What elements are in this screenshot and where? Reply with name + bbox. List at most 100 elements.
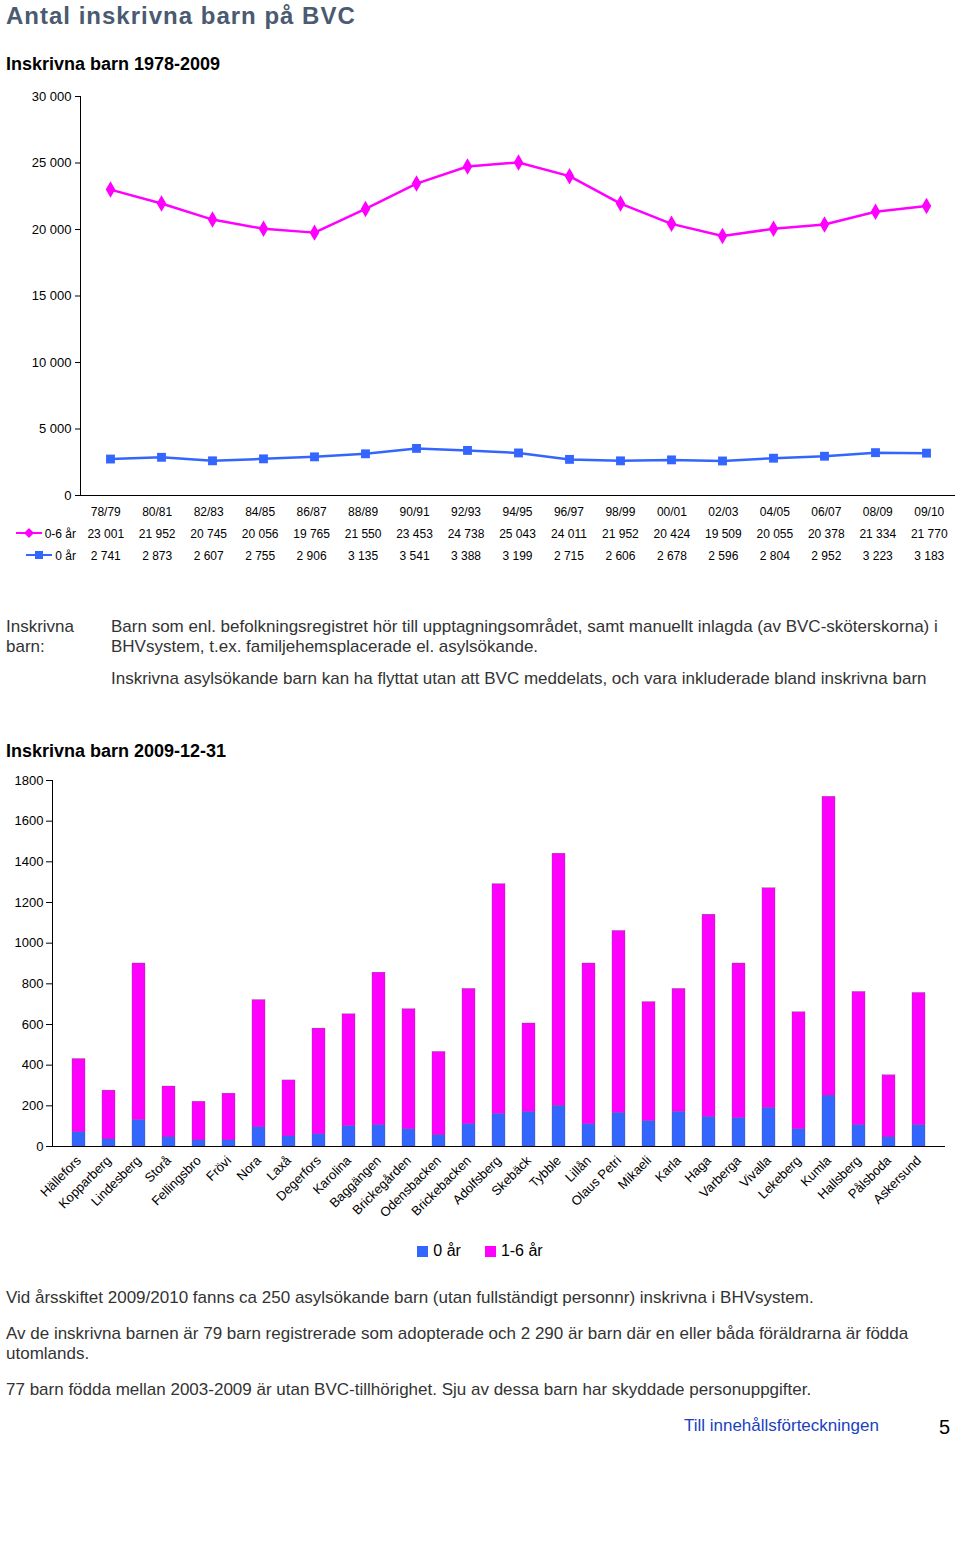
svg-text:Mikaeli: Mikaeli xyxy=(615,1153,654,1192)
html-text:2 755: 2 755 xyxy=(245,549,276,563)
svg-text:Pålsboda: Pålsboda xyxy=(845,1152,895,1202)
html-text:00/01: 00/01 xyxy=(656,505,687,519)
html-text:20 056: 20 056 xyxy=(241,527,279,541)
html-text:Antal inskrivna barn på BVC: Antal inskrivna barn på BVC xyxy=(6,2,356,29)
svg-text:Brickebacken: Brickebacken xyxy=(408,1152,475,1219)
html-text:92/93: 92/93 xyxy=(451,505,481,519)
html-text:21 770: 21 770 xyxy=(910,527,948,541)
svg-text:Baggängen: Baggängen xyxy=(326,1152,385,1211)
svg-text:Askersund: Askersund xyxy=(870,1153,924,1207)
html-text:21 550: 21 550 xyxy=(344,527,382,541)
svg-text:1200: 1200 xyxy=(15,895,44,910)
svg-text:Haga: Haga xyxy=(681,1152,715,1186)
html-text:20 055: 20 055 xyxy=(756,527,794,541)
svg-text:Laxå: Laxå xyxy=(263,1152,295,1184)
html-text:06/07: 06/07 xyxy=(811,505,842,519)
svg-text:Varberga: Varberga xyxy=(696,1152,744,1200)
html-text:77 barn födda mellan 2003-2009: 77 barn födda mellan 2003-2009 är utan B… xyxy=(6,1380,812,1399)
html-text:0-6 år: 0-6 år xyxy=(44,527,76,541)
svg-text:200: 200 xyxy=(22,1098,44,1113)
svg-text:15 000: 15 000 xyxy=(32,288,72,303)
svg-text:Lekeberg: Lekeberg xyxy=(755,1153,804,1202)
html-text:Inskrivna asylsökande barn kan: Inskrivna asylsökande barn kan ha flytta… xyxy=(111,669,927,688)
html-text:04/05: 04/05 xyxy=(759,505,790,519)
svg-text:Brickegården: Brickegården xyxy=(349,1152,415,1218)
svg-text:Skebäck: Skebäck xyxy=(488,1152,534,1198)
svg-text:800: 800 xyxy=(22,976,44,991)
svg-text:Odensbacken: Odensbacken xyxy=(376,1152,445,1221)
html-text:20 745: 20 745 xyxy=(190,527,227,541)
svg-text:5 000: 5 000 xyxy=(39,421,72,436)
html-text:94/95: 94/95 xyxy=(502,505,533,519)
html-text:Inskrivna barn 2009-12-31: Inskrivna barn 2009-12-31 xyxy=(6,741,227,761)
svg-text:Nora: Nora xyxy=(234,1152,265,1183)
html-text:98/99: 98/99 xyxy=(605,505,636,519)
svg-text:Adolfsberg: Adolfsberg xyxy=(449,1152,505,1208)
html-text:78/79: 78/79 xyxy=(90,505,121,519)
svg-text:Kumla: Kumla xyxy=(797,1152,835,1190)
html-text:Av de inskrivna barnen är 79 b: Av de inskrivna barnen är 79 barn regist… xyxy=(6,1324,909,1363)
svg-text:Lillån: Lillån xyxy=(562,1152,595,1185)
html-text:0 år: 0 år xyxy=(55,549,76,563)
svg-text:Olaus Petri: Olaus Petri xyxy=(568,1152,625,1209)
svg-text:0: 0 xyxy=(64,488,71,501)
svg-text:1600: 1600 xyxy=(15,813,44,828)
html-text:19 509: 19 509 xyxy=(705,527,742,541)
html-text:86/87: 86/87 xyxy=(296,505,327,519)
html-text:90/91: 90/91 xyxy=(399,505,430,519)
html-text:09/10: 09/10 xyxy=(914,505,945,519)
svg-text:Degerfors: Degerfors xyxy=(273,1152,324,1203)
svg-text:1000: 1000 xyxy=(15,935,44,950)
svg-text:20 000: 20 000 xyxy=(32,222,72,237)
html-text:08/09: 08/09 xyxy=(862,505,893,519)
html-text:20 424: 20 424 xyxy=(653,527,691,541)
html-text:02/03: 02/03 xyxy=(708,505,739,519)
html-text:20 378: 20 378 xyxy=(807,527,845,541)
svg-text:Hällefors: Hällefors xyxy=(37,1152,85,1200)
svg-text:400: 400 xyxy=(22,1057,44,1072)
html-text:2 607: 2 607 xyxy=(193,549,224,563)
svg-text:Frövi: Frövi xyxy=(203,1153,234,1184)
svg-text:Karolina: Karolina xyxy=(309,1152,355,1198)
html-text:21 952: 21 952 xyxy=(602,527,639,541)
html-text:21 334: 21 334 xyxy=(859,527,897,541)
html-text:1-6 år: 1-6 år xyxy=(500,1242,543,1259)
html-text:Inskrivna barn 1978-2009: Inskrivna barn 1978-2009 xyxy=(6,54,221,74)
svg-text:Kopparberg: Kopparberg xyxy=(55,1152,115,1212)
html-text:Inskrivna barn:: Inskrivna barn: xyxy=(6,617,74,656)
html-text:24 011: 24 011 xyxy=(551,527,587,541)
svg-text:0: 0 xyxy=(36,1139,43,1154)
html-text:Till innehållsförteckningen: Till innehållsförteckningen xyxy=(683,1416,879,1435)
svg-text:30 000: 30 000 xyxy=(32,89,72,104)
svg-text:1400: 1400 xyxy=(15,854,44,869)
html-text:25 043: 25 043 xyxy=(499,527,536,541)
html-text:96/97: 96/97 xyxy=(553,505,584,519)
svg-text:Storå: Storå xyxy=(141,1152,175,1186)
html-text:82/83: 82/83 xyxy=(193,505,224,519)
svg-text:Lindesberg: Lindesberg xyxy=(88,1153,144,1209)
html-text:24 738: 24 738 xyxy=(447,527,485,541)
html-text:23 001: 23 001 xyxy=(87,527,125,541)
html-text:21 952: 21 952 xyxy=(138,527,176,541)
svg-text:600: 600 xyxy=(22,1017,44,1032)
svg-text:Hallsberg: Hallsberg xyxy=(814,1152,865,1203)
svg-text:25 000: 25 000 xyxy=(32,155,72,170)
html-text:0 år: 0 år xyxy=(433,1242,461,1259)
svg-text:10 000: 10 000 xyxy=(32,355,72,370)
svg-text:Karla: Karla xyxy=(652,1152,685,1185)
svg-text:1800: 1800 xyxy=(15,773,44,788)
html-text:88/89: 88/89 xyxy=(348,505,379,519)
html-text:84/85: 84/85 xyxy=(245,505,276,519)
html-text:2 906: 2 906 xyxy=(296,549,327,563)
svg-text:Tybble: Tybble xyxy=(526,1153,564,1191)
html-text:80/81: 80/81 xyxy=(142,505,173,519)
html-text:2 873: 2 873 xyxy=(142,549,173,563)
html-text:23 453: 23 453 xyxy=(396,527,433,541)
html-text:19 765: 19 765 xyxy=(293,527,330,541)
html-text:Barn som enl. befolkningsregis: Barn som enl. befolkningsregistret hör t… xyxy=(111,617,938,656)
svg-text:Vivalla: Vivalla xyxy=(736,1152,775,1191)
html-text:Vid årsskiftet 2009/2010 fanns: Vid årsskiftet 2009/2010 fanns ca 250 as… xyxy=(6,1288,814,1307)
svg-text:Fellingsbro: Fellingsbro xyxy=(148,1153,204,1209)
html-text:2 741: 2 741 xyxy=(90,549,121,563)
html-text:3 135: 3 135 xyxy=(348,549,379,563)
